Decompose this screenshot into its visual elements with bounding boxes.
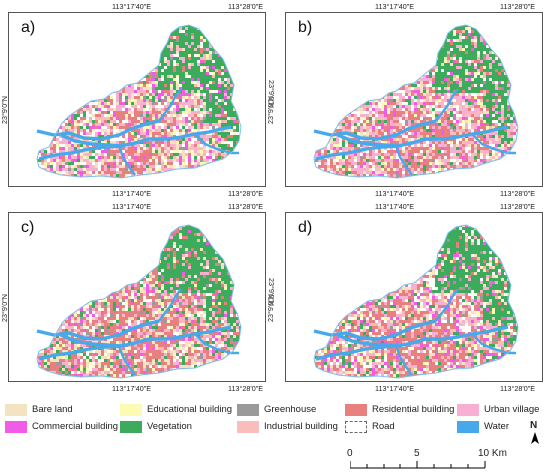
lat-left: 23°9'0"N	[0, 96, 9, 124]
water-channel	[337, 325, 509, 348]
swatch	[345, 404, 367, 416]
bottom-right-coord: 113°28'0"E	[500, 189, 536, 198]
map-d	[313, 224, 519, 379]
legend-label: Road	[372, 421, 395, 432]
water-channel	[38, 344, 122, 361]
region-outline	[313, 24, 519, 179]
water-channel	[60, 325, 232, 348]
scale-tick-0: 0	[347, 448, 353, 459]
swatch	[457, 404, 479, 416]
swatch	[5, 404, 27, 416]
water-channel	[435, 88, 459, 122]
top-left-coord: 113°17'40"E	[112, 202, 152, 211]
region-outline	[313, 224, 519, 379]
panel-label: b)	[298, 19, 313, 36]
water-channel	[60, 125, 232, 148]
water-channel	[38, 144, 122, 161]
bottom-left-coord: 113°17'40"E	[375, 384, 415, 393]
top-right-coord: 113°28'0"E	[228, 2, 264, 11]
map-panel-c: c)	[8, 212, 266, 382]
water-channel	[435, 288, 459, 322]
map-c	[36, 224, 242, 379]
lat-left: 23°9'0"N	[266, 294, 275, 322]
scale-tick-5: 5	[414, 448, 420, 459]
map-b	[313, 24, 519, 179]
water-channel	[117, 345, 136, 376]
water-channel	[194, 333, 239, 355]
water-channel	[471, 333, 516, 355]
legend-label: Greenhouse	[264, 404, 317, 415]
north-arrow-icon	[531, 432, 539, 444]
swatch	[120, 421, 142, 433]
land-use-mosaic	[37, 25, 241, 178]
land-use-mosaic	[314, 25, 518, 178]
top-left-coord: 113°17'40"E	[375, 2, 415, 11]
bottom-left-coord: 113°17'40"E	[375, 189, 415, 198]
scale-bar: 0 5 10 Km	[347, 448, 530, 472]
water-channel	[117, 145, 136, 176]
legend-label: Urban village	[484, 404, 540, 415]
water-channel	[394, 145, 413, 176]
water-channel	[471, 133, 516, 155]
bottom-right-coord: 113°28'0"E	[228, 384, 264, 393]
map-panel-a: a)	[8, 12, 266, 187]
scale-bar-line	[350, 461, 486, 469]
water-channel	[315, 344, 399, 361]
swatch	[237, 404, 259, 416]
legend-label: Vegetation	[147, 421, 192, 432]
panel-label: d)	[298, 219, 313, 236]
swatch	[120, 404, 142, 416]
swatch	[237, 421, 259, 433]
legend-label: Educational building	[147, 404, 233, 415]
swatch	[457, 421, 479, 433]
north-arrow: N	[527, 420, 543, 446]
bottom-left-coord: 113°17'40"E	[112, 189, 152, 198]
top-left-coord: 113°17'40"E	[112, 2, 152, 11]
legend-label: Bare land	[32, 404, 73, 415]
top-right-coord: 113°28'0"E	[228, 202, 264, 211]
legend-label: Residential building	[372, 404, 455, 415]
water-channel	[158, 288, 182, 322]
map-panel-b: b)	[285, 12, 543, 187]
bottom-right-coord: 113°28'0"E	[228, 189, 264, 198]
top-right-coord: 113°28'0"E	[500, 2, 536, 11]
map-panel-d: d)	[285, 212, 543, 382]
scale-tick-10: 10 Km	[478, 448, 507, 459]
region-outline	[36, 224, 242, 379]
legend-label: Commercial building	[32, 421, 119, 432]
legend: Bare land Commercial building Educationa…	[0, 398, 550, 438]
water-channel	[394, 345, 413, 376]
water-channel	[337, 125, 509, 148]
water-channel	[194, 133, 239, 155]
water-channel	[158, 88, 182, 122]
panel-label: c)	[21, 219, 35, 236]
map-a	[36, 24, 242, 179]
region-outline	[36, 24, 242, 179]
lat-left: 23°9'0"N	[0, 294, 9, 322]
swatch	[345, 421, 367, 433]
swatch	[5, 421, 27, 433]
north-label: N	[530, 420, 538, 431]
top-right-coord: 113°28'0"E	[500, 202, 536, 211]
legend-label: Water	[484, 421, 509, 432]
legend-label: Industrial building	[264, 421, 338, 432]
panel-label: a)	[21, 19, 36, 36]
lat-left: 23°9'0"N	[266, 96, 275, 124]
top-left-coord: 113°17'40"E	[375, 202, 415, 211]
bottom-right-coord: 113°28'0"E	[500, 384, 536, 393]
water-channel	[315, 144, 399, 161]
bottom-left-coord: 113°17'40"E	[112, 384, 152, 393]
